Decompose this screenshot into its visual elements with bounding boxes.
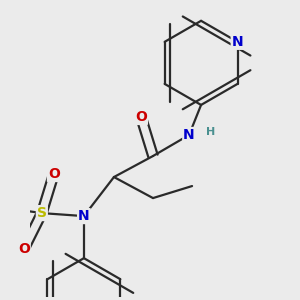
Text: O: O [48, 167, 60, 181]
Text: O: O [135, 110, 147, 124]
Text: N: N [183, 128, 195, 142]
Text: H: H [206, 127, 215, 137]
Text: N: N [78, 209, 90, 223]
Text: S: S [37, 206, 47, 220]
Text: N: N [232, 35, 243, 49]
Text: O: O [18, 242, 30, 256]
